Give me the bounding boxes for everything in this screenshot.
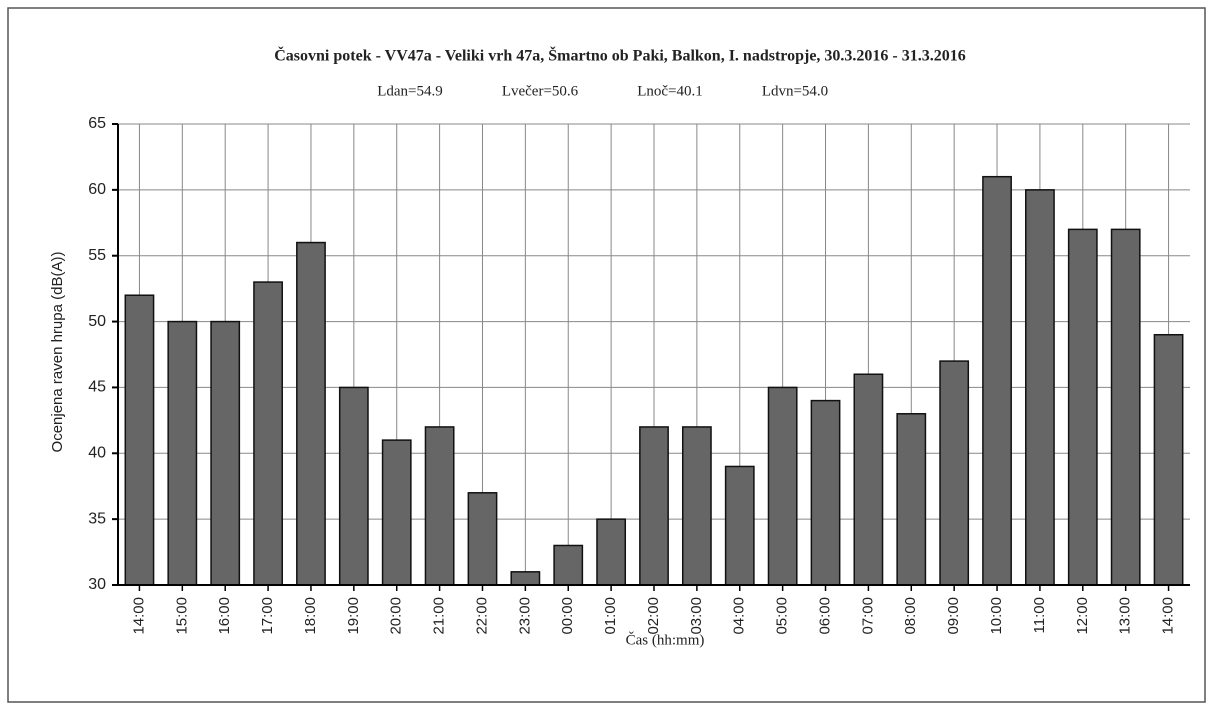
chart-title: Časovni potek - VV47a - Veliki vrh 47a, … [274, 46, 966, 65]
x-tick-label: 06:00 [816, 597, 833, 635]
annotation: Ldan=54.9 [377, 83, 443, 99]
x-tick-label: 12:00 [1074, 597, 1091, 635]
annotation: Lvečer=50.6 [502, 83, 579, 99]
annotation: Lnoč=40.1 [637, 83, 703, 99]
bar [253, 281, 283, 586]
x-tick-label: 10:00 [988, 597, 1005, 635]
bar [167, 320, 198, 586]
y-tick-label: 30 [88, 576, 106, 593]
x-tick-label: 23:00 [516, 597, 533, 635]
y-tick-label: 60 [88, 181, 106, 198]
x-tick-label: 03:00 [688, 597, 705, 635]
x-tick-label: 15:00 [173, 597, 190, 635]
x-tick-label: 18:00 [302, 597, 319, 635]
bar [853, 373, 884, 586]
annotation: Ldvn=54.0 [762, 83, 828, 99]
x-tick-label: 14:00 [1160, 597, 1177, 635]
bar [639, 426, 669, 586]
bar [596, 518, 627, 586]
bar [553, 544, 584, 586]
bar [338, 386, 369, 586]
x-axis-label: Čas (hh:mm) [626, 631, 705, 648]
y-tick-label: 50 [88, 313, 106, 330]
x-tick-label: 19:00 [345, 597, 362, 635]
bar [1025, 189, 1055, 586]
bar [467, 492, 498, 586]
bar [210, 320, 241, 586]
y-tick-label: 40 [88, 445, 106, 462]
bar [1110, 228, 1141, 586]
bar [424, 426, 455, 586]
x-tick-label: 22:00 [473, 597, 490, 635]
x-tick-label: 21:00 [431, 597, 448, 635]
bar [767, 386, 798, 586]
y-tick-label: 45 [88, 379, 106, 396]
x-tick-label: 17:00 [259, 597, 276, 635]
x-tick-label: 08:00 [902, 597, 919, 635]
x-tick-label: 04:00 [731, 597, 748, 635]
x-tick-label: 07:00 [859, 597, 876, 635]
x-tick-label: 16:00 [216, 597, 233, 635]
x-tick-label: 11:00 [1031, 597, 1048, 633]
y-axis-label: Ocenjena raven hrupa (dB(A)) [49, 252, 66, 453]
bar [939, 360, 970, 586]
x-tick-label: 01:00 [602, 597, 619, 635]
x-tick-label: 13:00 [1117, 597, 1134, 635]
bar [681, 426, 712, 586]
bar [724, 465, 755, 586]
x-tick-label: 00:00 [559, 597, 576, 635]
bar [510, 571, 541, 586]
y-tick-label: 65 [88, 115, 106, 132]
x-tick-label: 05:00 [774, 597, 791, 635]
x-tick-label: 20:00 [388, 597, 405, 635]
bar [810, 399, 841, 586]
x-tick-label: 09:00 [945, 597, 962, 635]
bar [381, 439, 412, 586]
y-tick-label: 35 [88, 510, 106, 527]
bar [124, 294, 155, 586]
x-tick-label: 02:00 [645, 597, 662, 635]
bar [1067, 228, 1098, 586]
x-tick-label: 14:00 [130, 597, 147, 635]
bar [296, 241, 326, 586]
bar [1153, 333, 1184, 586]
bar [982, 175, 1012, 586]
y-tick-label: 55 [88, 247, 106, 264]
bar [896, 413, 927, 586]
